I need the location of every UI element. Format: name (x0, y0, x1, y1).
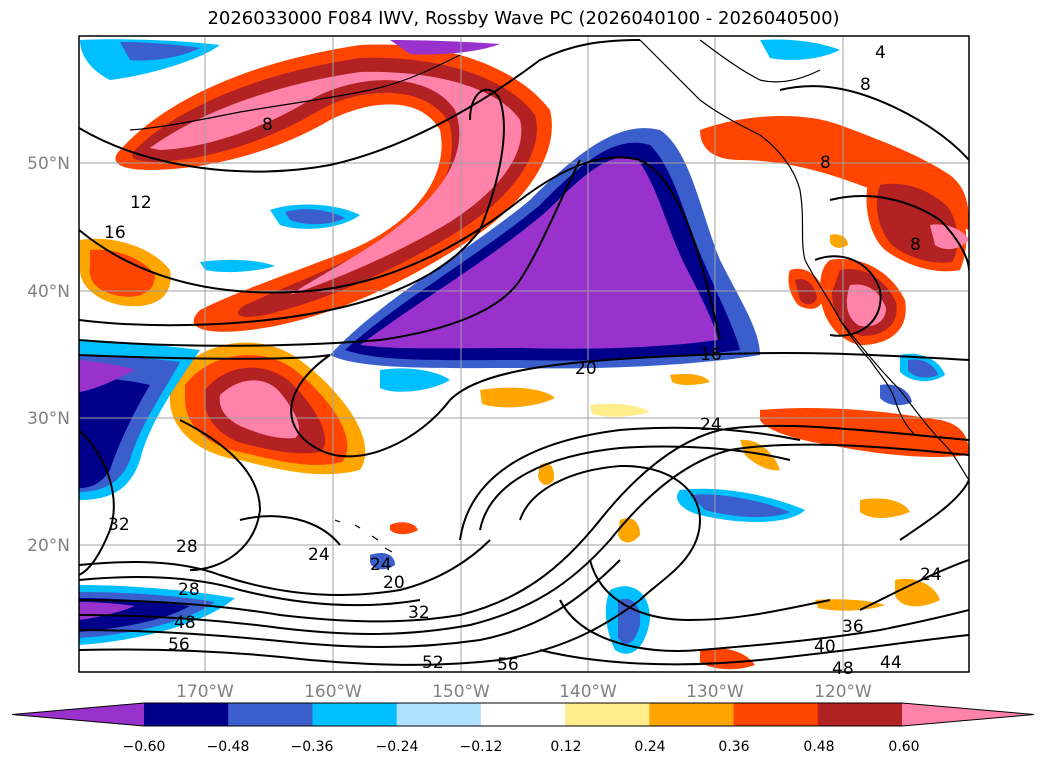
contour-label: 8 (910, 235, 921, 255)
lon-label: 130°W (686, 682, 744, 702)
pc-anomaly-fill (79, 39, 969, 670)
colorbar-tick: −0.36 (291, 739, 334, 755)
lat-label: 50°N (27, 154, 70, 174)
map-title: 2026033000 F084 IWV, Rossby Wave PC (202… (207, 8, 840, 29)
graticule (79, 36, 969, 672)
colorbar-extend-low (12, 703, 144, 726)
contour-label: 24 (920, 565, 942, 585)
contour-label: 8 (860, 75, 871, 95)
colorbar-tick: 0.60 (888, 739, 919, 755)
colorbar-extend-high (902, 703, 1034, 726)
map-frame (78, 35, 970, 673)
colorbar-segment (480, 703, 566, 726)
colorbar-tick: −0.24 (376, 739, 419, 755)
contour-label: 8 (820, 153, 831, 173)
contour-label: 24 (370, 555, 392, 575)
lon-label-group: 170°W 160°W 150°W 140°W 130°W 120°W (176, 682, 872, 702)
lon-label: 150°W (432, 682, 490, 702)
contour-label: 48 (174, 613, 196, 633)
lon-label: 120°W (814, 682, 872, 702)
colorbar-segment (817, 703, 903, 726)
lat-label-group: 50°N 40°N 30°N 20°N (27, 154, 70, 556)
contour-label: 24 (700, 415, 722, 435)
colorbar-segment (733, 703, 819, 726)
lon-label: 170°W (176, 682, 234, 702)
contour-label: 4 (875, 43, 886, 63)
colorbar-tick: −0.12 (460, 739, 503, 755)
lon-label: 140°W (559, 682, 617, 702)
colorbar-tick: −0.48 (207, 739, 250, 755)
colorbar-tick: −0.60 (123, 739, 166, 755)
colorbar-tick-group: −0.60 −0.48 −0.36 −0.24 −0.12 0.12 0.24 … (123, 739, 920, 755)
contour-label: 32 (408, 603, 430, 623)
colorbar-segment (649, 703, 735, 726)
contour-label: 28 (176, 537, 198, 557)
contour-label: 56 (497, 655, 519, 675)
contour-label: 40 (814, 637, 836, 657)
contour-label: 48 (832, 659, 854, 679)
contour-label: 28 (178, 580, 200, 600)
colorbar-tick: 0.24 (634, 739, 665, 755)
iwv-contours (79, 39, 969, 666)
contour-label-group: 4 8 8 8 8 12 16 16 20 20 24 24 24 24 28 … (104, 43, 942, 679)
colorbar-tick: 0.12 (550, 739, 581, 755)
colorbar-outline (11, 702, 1035, 727)
colorbar-tick: 0.48 (803, 739, 834, 755)
colorbar-segment (312, 703, 398, 726)
contour-label: 8 (262, 115, 273, 135)
colorbar-segment (396, 703, 482, 726)
contour-label: 16 (700, 345, 722, 365)
colorbar-segment (144, 703, 229, 726)
contour-label: 16 (104, 223, 126, 243)
colorbar-segment (565, 703, 650, 726)
contour-label: 20 (575, 359, 597, 379)
contour-label: 56 (168, 635, 190, 655)
lat-label: 30°N (27, 409, 70, 429)
colorbar-tick: 0.36 (718, 739, 749, 755)
lon-label: 160°W (304, 682, 362, 702)
contour-label: 24 (308, 545, 330, 565)
colorbar (11, 702, 1035, 727)
lat-label: 40°N (27, 282, 70, 302)
coastlines (129, 39, 969, 553)
colorbar-segment (228, 703, 313, 726)
contour-label: 36 (842, 617, 864, 637)
lat-label: 20°N (27, 536, 70, 556)
contour-label: 12 (130, 193, 152, 213)
contour-label: 32 (108, 515, 130, 535)
contour-label: 44 (880, 653, 902, 673)
contour-label: 52 (422, 653, 444, 673)
contour-label: 20 (383, 573, 405, 593)
